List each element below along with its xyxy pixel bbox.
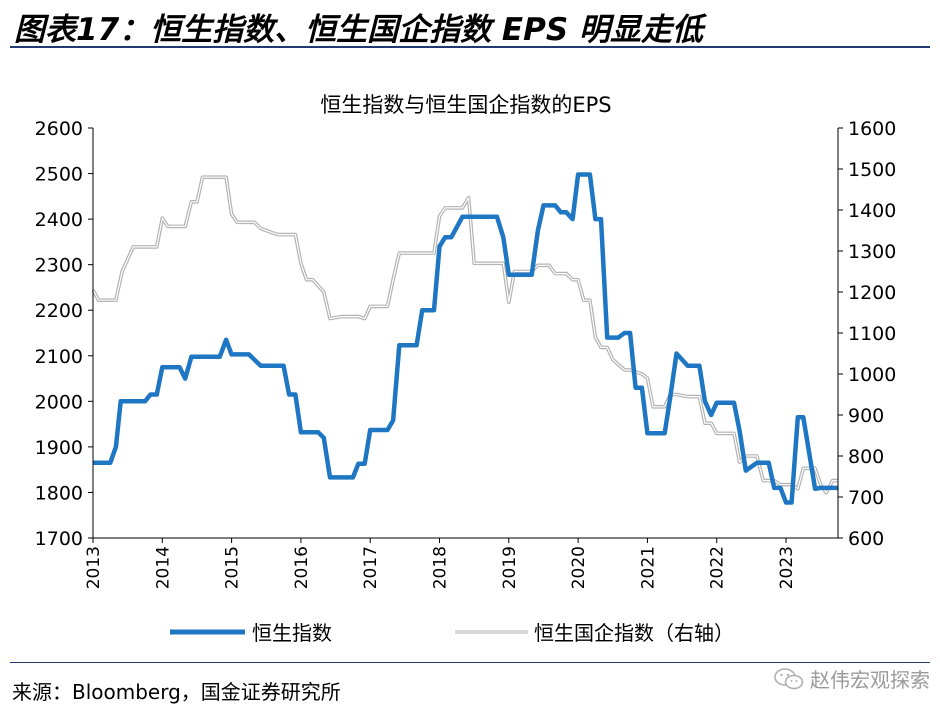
right-tick-label: 1200 [848, 282, 896, 304]
legend-label-hscei: 恒生国企指数（右轴） [534, 621, 734, 645]
line-chart: 恒生指数与恒生国企指数的EPS 1700 1800 1900 2000 2100 2200… [35, 93, 897, 645]
x-tick-label: 2018 [431, 546, 451, 589]
left-tick-label: 2500 [35, 164, 83, 186]
x-tick-label: 2017 [361, 546, 381, 589]
legend: 恒生指数 恒生国企指数（右轴） [170, 621, 734, 645]
x-tick-label: 2015 [223, 546, 243, 589]
left-tick-label: 2400 [35, 209, 83, 231]
series-layer [91, 172, 838, 505]
right-tick-label: 1600 [848, 118, 896, 140]
left-tick-label: 1800 [35, 482, 83, 504]
series-line-hscei-inner [92, 176, 838, 494]
chart-title: 恒生指数与恒生国企指数的EPS [320, 93, 611, 117]
wechat-icon [774, 667, 804, 689]
right-tick-label: 600 [848, 528, 884, 550]
x-tick-label: 2023 [777, 546, 797, 589]
right-tick-label: 1300 [848, 241, 896, 263]
x-tick-label: 2016 [292, 546, 312, 589]
axes-layer: 1700 1800 1900 2000 2100 2200 2300 2400 2500 2600… [35, 118, 897, 589]
source-note: 来源：Bloomberg，国金证券研究所 [12, 680, 341, 704]
series-line-hscei [91, 175, 838, 495]
right-tick-label: 1500 [848, 159, 896, 181]
footer-rule [10, 662, 930, 663]
x-tick-label: 2021 [638, 546, 658, 589]
left-tick-label: 2300 [35, 255, 83, 277]
figure-title: 图表17：恒生指数、恒生国企指数 EPS 明显走低 [14, 12, 703, 48]
right-tick-label: 1100 [848, 323, 896, 345]
right-tick-label: 900 [848, 405, 884, 427]
watermark: 赵伟宏观探索 [774, 664, 930, 693]
left-tick-label: 1900 [35, 437, 83, 459]
x-tick-label: 2014 [153, 546, 173, 589]
right-tick-label: 1000 [848, 364, 896, 386]
left-tick-label: 2200 [35, 300, 83, 322]
left-tick-label: 2000 [35, 391, 83, 413]
right-tick-label: 700 [848, 487, 884, 509]
x-tick-label: 2019 [500, 546, 520, 589]
x-tick-label: 2022 [708, 546, 728, 589]
right-tick-label: 1400 [848, 200, 896, 222]
legend-label-hsi: 恒生指数 [252, 621, 332, 645]
left-tick-label: 2600 [35, 118, 83, 140]
right-tick-label: 800 [848, 446, 884, 468]
series-line-hsi [93, 172, 838, 505]
left-tick-label: 1700 [35, 528, 83, 550]
x-tick-label: 2013 [84, 546, 104, 589]
x-tick-label: 2020 [569, 546, 589, 589]
left-tick-label: 2100 [35, 346, 83, 368]
watermark-text: 赵伟宏观探索 [810, 668, 930, 692]
title-rule [10, 46, 930, 48]
